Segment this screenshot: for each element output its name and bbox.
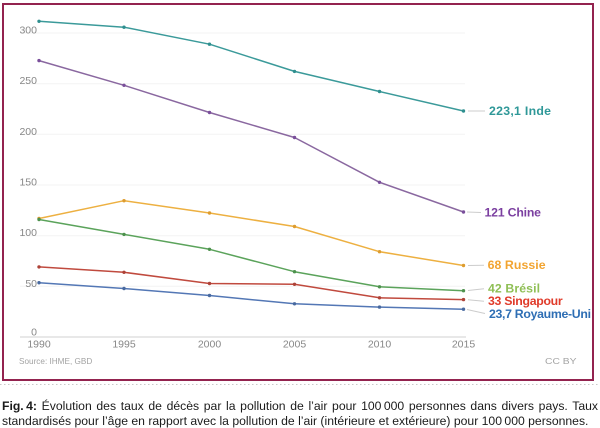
- svg-text:100: 100: [19, 227, 37, 239]
- svg-text:223,1 Inde: 223,1 Inde: [489, 104, 551, 118]
- svg-text:1995: 1995: [112, 339, 136, 351]
- svg-text:121 Chine: 121 Chine: [485, 205, 542, 219]
- svg-text:200: 200: [19, 126, 37, 138]
- svg-text:23,7 Royaume-Uni: 23,7 Royaume-Uni: [489, 307, 591, 321]
- svg-text:1990: 1990: [27, 339, 51, 351]
- svg-text:42 Brésil: 42 Brésil: [488, 282, 540, 296]
- svg-text:300: 300: [19, 25, 37, 37]
- svg-text:33 Singapour: 33 Singapour: [488, 294, 563, 308]
- svg-text:68 Russie: 68 Russie: [488, 258, 546, 272]
- svg-text:150: 150: [19, 177, 37, 189]
- svg-text:2010: 2010: [368, 339, 392, 351]
- svg-text:CC BY: CC BY: [545, 357, 577, 366]
- svg-text:0: 0: [31, 327, 37, 339]
- svg-text:2005: 2005: [283, 339, 307, 351]
- svg-text:2000: 2000: [198, 339, 222, 351]
- svg-text:50: 50: [25, 278, 37, 290]
- svg-text:250: 250: [19, 75, 37, 87]
- svg-text:Source: IHME, GBD: Source: IHME, GBD: [19, 357, 92, 366]
- svg-text:2015: 2015: [452, 339, 476, 351]
